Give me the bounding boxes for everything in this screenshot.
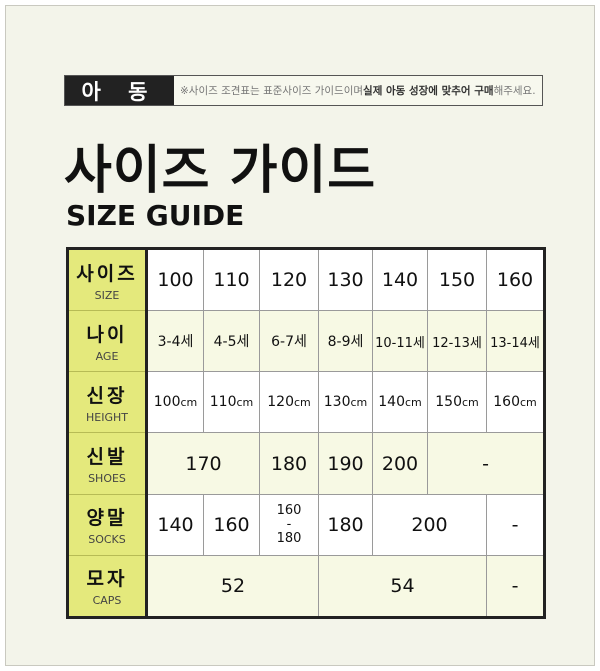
unit: cm — [404, 396, 422, 410]
cell: 6-7세 — [259, 310, 319, 373]
unit: cm — [180, 396, 198, 410]
range-start: 160 — [276, 502, 302, 518]
cell: 12-13세 — [427, 310, 487, 373]
unit: cm — [350, 396, 368, 410]
row-header: 모자 CAPS — [67, 554, 148, 619]
table-row-size: 사이즈 SIZE 100 110 120 130 140 150 160 — [67, 247, 545, 312]
cell: 150cm — [427, 371, 487, 434]
cell: 100cm — [146, 371, 204, 434]
unit: cm — [461, 396, 479, 410]
cell: 200 — [372, 432, 428, 495]
cell: 190 — [318, 432, 373, 495]
unit: cm — [293, 396, 311, 410]
value: 140 — [378, 394, 405, 411]
header-en: CAPS — [92, 594, 122, 608]
table-row-age: 나이 AGE 3-4세 4-5세 6-7세 8-9세 10-11세 12-13세 … — [67, 310, 545, 373]
table-row-caps: 모자 CAPS 52 54 - — [67, 554, 545, 619]
cell: 140 — [146, 493, 204, 556]
table-row-height: 신장 HEIGHT 100cm 110cm 120cm 130cm 140cm 1… — [67, 371, 545, 434]
cell: 160 — [203, 493, 260, 556]
note-bold: 실제 아동 성장에 맞추어 구매 — [363, 85, 494, 97]
range-dash: - — [286, 516, 292, 532]
header-en: SOCKS — [88, 533, 126, 547]
size-table: 사이즈 SIZE 100 110 120 130 140 150 160 나이 AG… — [66, 247, 546, 619]
value: 130 — [323, 394, 351, 411]
header-ko: 사이즈 — [76, 262, 138, 285]
cell: 100 — [146, 247, 204, 312]
cell: - — [486, 554, 545, 619]
row-header: 신장 HEIGHT — [67, 371, 148, 434]
cell: 130 — [318, 247, 373, 312]
header-en: AGE — [95, 349, 119, 363]
cell: - — [427, 432, 545, 495]
cell: 120cm — [259, 371, 319, 434]
cell: 110 — [203, 247, 260, 312]
value: 120 — [267, 394, 294, 411]
page-subtitle: SIZE GUIDE — [66, 199, 245, 232]
cell: 10-11세 — [372, 310, 428, 373]
cell: 170 — [146, 432, 260, 495]
page-title: 사이즈 가이드 — [64, 141, 377, 201]
row-header: 사이즈 SIZE — [67, 247, 148, 312]
header-ko: 나이 — [86, 323, 128, 346]
cell: 160 — [486, 247, 545, 312]
table-row-shoes: 신발 SHOES 170 180 190 200 - — [67, 432, 545, 495]
cell: 160-180 — [259, 493, 319, 556]
row-header: 양말 SOCKS — [67, 493, 148, 556]
header-ko: 양말 — [86, 507, 128, 530]
value: 100 — [153, 394, 181, 411]
header-en: SIZE — [94, 288, 120, 302]
table-row-socks: 양말 SOCKS 140 160 160-180 180 200 - — [67, 493, 545, 556]
value: 110 — [209, 394, 237, 411]
cell: 52 — [146, 554, 319, 619]
unit: cm — [236, 396, 254, 410]
cell: 8-9세 — [318, 310, 373, 373]
cell: 150 — [427, 247, 487, 312]
cell: 54 — [318, 554, 487, 619]
cell: 110cm — [203, 371, 260, 434]
category-tag: 아 동 — [65, 76, 174, 105]
cell: 200 — [372, 493, 487, 556]
cell: 140cm — [372, 371, 428, 434]
cell: 160cm — [486, 371, 545, 434]
header-en: SHOES — [88, 472, 126, 485]
range-end: 180 — [276, 530, 302, 546]
cell: 4-5세 — [203, 310, 260, 373]
row-header: 나이 AGE — [67, 310, 148, 373]
header-ko: 모자 — [86, 568, 128, 591]
value: 160 — [493, 394, 520, 411]
cell: 180 — [318, 493, 373, 556]
cell: 3-4세 — [146, 310, 204, 373]
cell: 120 — [259, 247, 319, 312]
cell: 13-14세 — [486, 310, 545, 373]
cell: 130cm — [318, 371, 373, 434]
note-plain: ※사이즈 조견표는 표준사이즈 가이드이며 — [180, 85, 364, 97]
value: 150 — [435, 394, 462, 411]
notice-text: ※사이즈 조견표는 표준사이즈 가이드이며 실제 아동 성장에 맞추어 구매 해주… — [174, 76, 542, 105]
unit: cm — [519, 396, 537, 410]
cell: - — [486, 493, 545, 556]
notice-banner: 아 동 ※사이즈 조견표는 표준사이즈 가이드이며 실제 아동 성장에 맞추어 … — [64, 75, 543, 106]
header-ko: 신장 — [86, 384, 128, 407]
row-header: 신발 SHOES — [67, 432, 148, 495]
header-en: HEIGHT — [86, 410, 128, 424]
cell: 180 — [259, 432, 319, 495]
note-end: 해주세요. — [493, 85, 536, 97]
cell: 140 — [372, 247, 428, 312]
header-ko: 신발 — [86, 446, 128, 468]
